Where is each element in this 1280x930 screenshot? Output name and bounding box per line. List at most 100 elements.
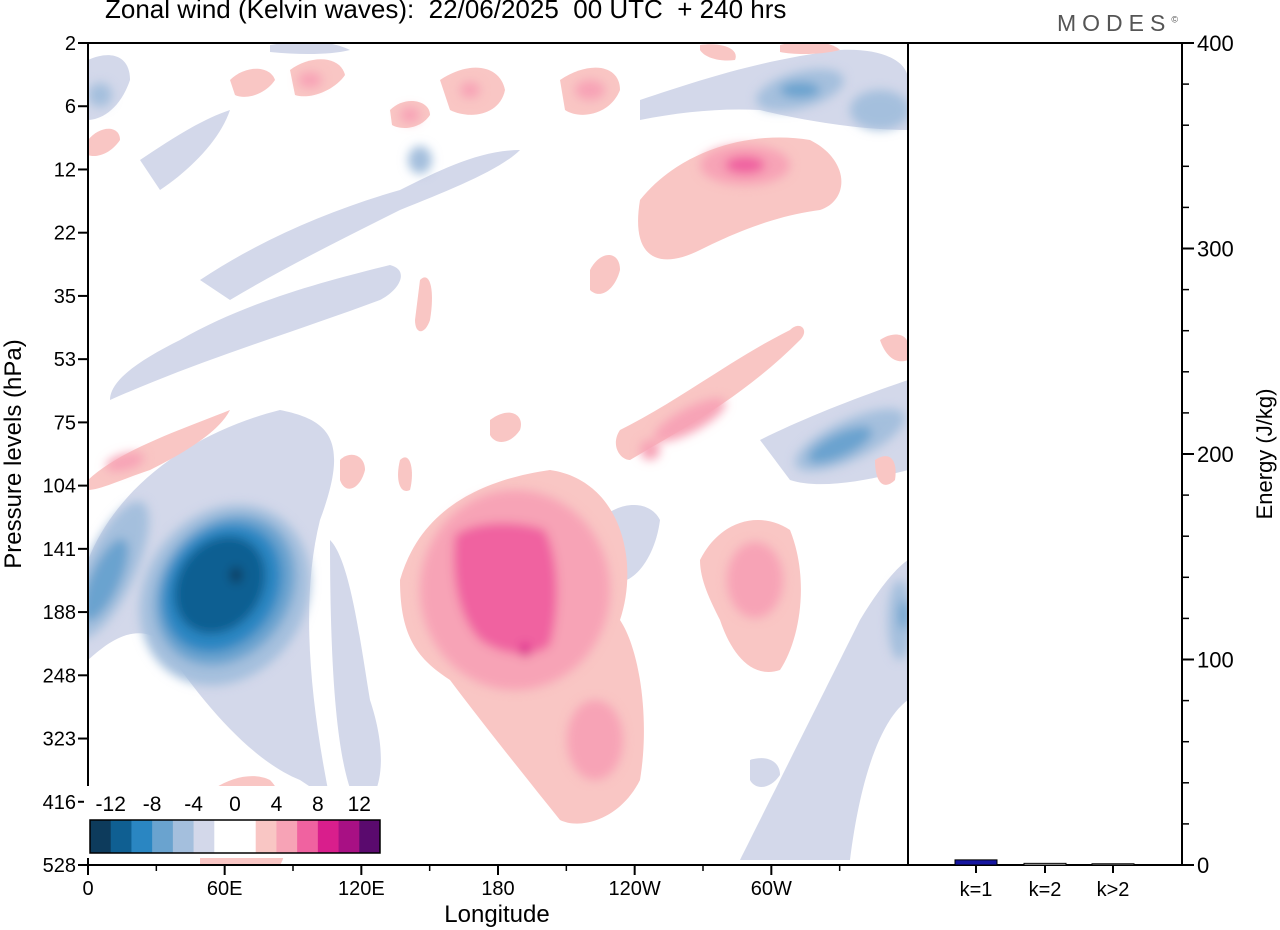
energy-tick-label: 0 — [1197, 853, 1209, 878]
energy-tick-label: 300 — [1197, 237, 1234, 262]
x-tick-label: 120E — [338, 878, 385, 900]
y-tick-label: 35 — [54, 286, 76, 308]
pos-region — [567, 700, 623, 780]
x-tick-label: 120W — [609, 878, 661, 900]
neg-region — [88, 83, 112, 107]
neg-region — [850, 90, 908, 130]
pos-region — [590, 255, 620, 294]
colorbar: -12 -8 -4 0 4 8 12 — [84, 786, 384, 858]
pos-region — [460, 82, 480, 98]
pos-region — [400, 107, 420, 123]
colorbar-swatch — [90, 820, 112, 853]
pos-region — [880, 334, 908, 362]
colorbar-label: -12 — [96, 793, 126, 816]
colorbar-swatch — [276, 820, 298, 853]
energy-bar — [1023, 862, 1067, 866]
y-tick-label: 141 — [43, 539, 76, 561]
pos-region — [575, 80, 605, 100]
y-tick-label: 6 — [65, 96, 76, 118]
y-tick-label: 75 — [54, 412, 76, 434]
neg-region — [408, 146, 432, 174]
neg-region — [174, 536, 266, 634]
pos-region — [298, 72, 322, 88]
chart-title: Zonal wind (Kelvin waves): 22/06/2025 00… — [105, 0, 787, 24]
pos-region — [88, 128, 120, 157]
colorbar-label: 4 — [271, 793, 283, 816]
pos-region — [654, 398, 726, 442]
colorbar-swatch — [359, 820, 381, 853]
pos-region — [340, 454, 365, 489]
energy-bar — [1091, 863, 1135, 866]
colorbar-frame — [89, 819, 381, 854]
neg-region — [740, 560, 908, 860]
colorbar-label: 0 — [229, 793, 241, 816]
y-axis-label: Pressure levels (hPa) — [0, 339, 27, 568]
neg-region — [110, 265, 401, 400]
neg-region — [888, 580, 908, 660]
energy-axis: 0 100 200 300 400 — [1182, 31, 1234, 878]
pos-region — [105, 452, 145, 472]
colorbar-label: -4 — [184, 793, 203, 816]
neg-region — [200, 150, 520, 300]
colorbar-swatch — [317, 820, 340, 853]
neg-region — [780, 82, 820, 98]
energy-axis-label: Energy (J/kg) — [1252, 389, 1277, 520]
y-axis: 2 6 12 22 35 53 75 104 141 188 248 323 416 528 — [43, 33, 88, 877]
x-axis-label: Longitude — [444, 901, 549, 928]
pos-region — [398, 457, 412, 491]
y-tick-label: 2 — [65, 33, 76, 55]
energy-tick-label: 100 — [1197, 648, 1234, 673]
colorbar-swatch — [235, 820, 257, 853]
energy-tick-label: 200 — [1197, 442, 1234, 467]
bar-category-label: k>2 — [1097, 879, 1130, 901]
pos-region — [520, 643, 530, 657]
colorbar-label: 8 — [312, 793, 324, 816]
pos-region — [638, 137, 842, 260]
pos-region — [875, 456, 896, 485]
y-tick-label: 12 — [54, 159, 76, 181]
colorbar-swatch — [214, 820, 236, 853]
brand-text: MODES — [1057, 10, 1172, 36]
pos-region — [700, 44, 736, 61]
brand-logo: MODES© — [1057, 10, 1178, 37]
pos-region — [727, 542, 783, 618]
pos-region — [640, 440, 660, 460]
pos-core-regions — [105, 72, 790, 780]
pos-region — [490, 412, 521, 442]
pos-region — [780, 43, 840, 55]
x-tick-label: 180 — [481, 878, 514, 900]
y-tick-label: 22 — [54, 223, 76, 245]
colorbar-swatch — [152, 820, 174, 853]
neg-region — [330, 540, 381, 810]
y-tick-label: 188 — [43, 602, 76, 624]
wind-field — [88, 43, 908, 865]
neg-region — [88, 538, 129, 622]
energy-bars: k=1 k=2 k>2 — [954, 859, 1135, 901]
pos-region — [415, 277, 432, 332]
x-tick-label: 60E — [207, 878, 243, 900]
neg-region — [140, 110, 230, 190]
pos-region — [725, 156, 765, 174]
y-tick-label: 104 — [43, 476, 76, 498]
neg-region — [807, 426, 873, 464]
neg-core-regions — [88, 69, 908, 686]
colorbar-label: 12 — [348, 793, 371, 816]
energy-tick-label: 400 — [1197, 31, 1234, 56]
x-axis: 0 60E 120E 180 120W 60W — [82, 865, 841, 900]
y-tick-label: 323 — [43, 729, 76, 751]
y-tick-label: 53 — [54, 349, 76, 371]
neg-region — [270, 43, 350, 55]
y-tick-label: 416 — [43, 792, 76, 814]
brand-mark: © — [1171, 14, 1178, 25]
x-tick-label: 0 — [82, 878, 93, 900]
colorbar-swatch — [193, 820, 215, 853]
y-tick-label: 528 — [43, 855, 76, 877]
neg-region — [230, 567, 242, 583]
y-tick-label: 248 — [43, 665, 76, 687]
colorbar-swatch — [297, 820, 319, 853]
neg-region — [899, 600, 908, 630]
colorbar-swatch — [338, 820, 360, 853]
bar-category-label: k=2 — [1029, 879, 1062, 901]
pos-region — [453, 523, 557, 655]
